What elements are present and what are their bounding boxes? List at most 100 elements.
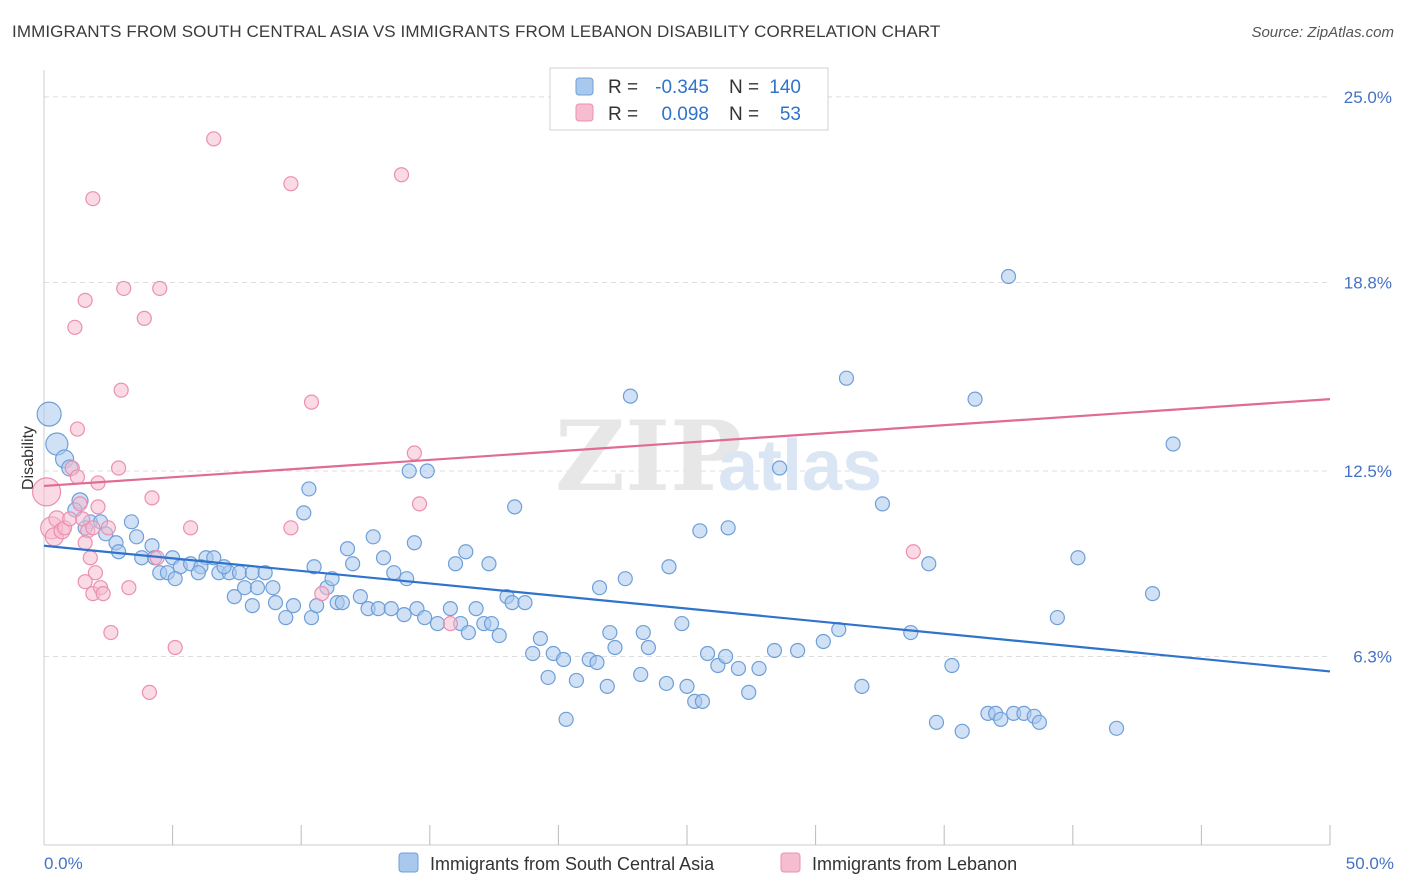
x-tick-label-1: 50.0% [1346,854,1394,873]
point-lebanon-6 [62,511,78,527]
point-lebanon-0 [31,477,62,507]
point-south-central-asia-114 [874,496,891,512]
point-south-central-asia-31 [257,565,273,581]
point-south-central-asia-66 [442,601,458,617]
point-south-central-asia-77 [458,544,474,560]
point-lebanon-23 [103,624,119,641]
legend-r-label-1: R = [608,77,638,98]
stats-legend-box [549,67,829,131]
point-south-central-asia-39 [278,609,294,626]
point-south-central-asia-136 [1070,550,1086,566]
point-south-central-asia-91 [617,571,633,587]
point-south-central-asia-57 [429,615,446,632]
point-south-central-asia-123 [928,714,945,730]
point-south-central-asia-132 [1031,714,1047,730]
point-south-central-asia-26 [190,565,206,581]
point-south-central-asia-63 [401,463,417,479]
point-south-central-asia-125 [954,723,970,739]
point-south-central-asia-103 [694,693,711,709]
legend-n-value-2: 53 [780,104,801,125]
point-south-central-asia-104 [730,660,747,677]
point-lebanon-22 [100,520,116,536]
point-south-central-asia-87 [599,678,615,695]
point-south-central-asia-117 [789,642,806,659]
bottom-legend-label-blue: Immigrants from South Central Asia [430,854,715,874]
point-south-central-asia-75 [517,595,533,611]
point-lebanon-48 [905,544,921,560]
y-tick-label-1: 12.5% [1344,462,1392,481]
y-axis-tick-labels: 6.3% 12.5% 18.8% 25.0% [1344,88,1392,667]
point-lebanon-47 [442,615,458,632]
point-south-central-asia-47 [339,541,356,557]
point-south-central-asia-110 [406,535,422,551]
point-lebanon-44 [393,167,410,183]
point-lebanon-40 [283,176,299,192]
point-south-central-asia-68 [460,624,476,641]
point-lebanon-9 [72,496,88,512]
point-lebanon-45 [406,445,422,461]
point-south-central-asia-34 [237,580,253,596]
point-south-central-asia-30 [244,565,260,581]
point-lebanon-39 [206,131,222,147]
chart-title: IMMIGRANTS FROM SOUTH CENTRAL ASIA VS IM… [12,22,941,41]
point-south-central-asia-105 [741,684,757,700]
x-axis-tick-labels: 0.0% 50.0% [44,854,1394,873]
series-south-central-asia-points [36,268,1181,739]
point-lebanon-16 [82,550,98,566]
point-south-central-asia-120 [854,678,870,695]
point-south-central-asia-0 [36,401,62,427]
legend-r-label-2: R = [608,104,638,125]
source-credit: Source: ZipAtlas.com [1251,24,1394,41]
point-south-central-asia-82 [555,651,572,668]
point-south-central-asia-76 [447,556,464,572]
point-south-central-asia-15 [134,550,150,566]
point-south-central-asia-100 [699,645,716,662]
point-south-central-asia-64 [419,463,435,479]
point-lebanon-41 [303,394,320,410]
trend-line-south-central-asia [43,544,1331,673]
point-south-central-asia-106 [751,660,767,677]
point-south-central-asia-37 [265,580,281,596]
point-south-central-asia-88 [602,624,618,641]
point-south-central-asia-115 [771,460,788,476]
point-south-central-asia-139 [1165,436,1181,452]
stats-legend: R = -0.345 N = 140 R = 0.098 N = 53 [549,67,829,131]
y-axis-title: Disability [20,426,37,490]
point-south-central-asia-61 [296,505,312,521]
point-south-central-asia-70 [483,615,500,632]
point-south-central-asia-65 [399,571,415,587]
point-lebanon-12 [85,520,101,536]
series-legend: Immigrants from South Central Asia Immig… [398,852,1017,874]
point-south-central-asia-94 [635,624,651,641]
point-lebanon-24 [110,460,127,476]
point-south-central-asia-52 [370,601,386,617]
point-south-central-asia-50 [352,589,368,605]
bottom-legend-swatch-pink [780,852,801,873]
y-tick-label-0: 6.3% [1353,647,1392,666]
y-tick-label-2: 18.8% [1344,273,1392,292]
point-lebanon-43 [314,586,330,602]
point-south-central-asia-128 [993,711,1009,727]
point-south-central-asia-53 [383,601,399,617]
point-south-central-asia-135 [1049,609,1065,626]
x-axis-ticks [172,825,1331,845]
point-south-central-asia-107 [692,523,708,539]
legend-n-value-1: 140 [769,77,801,98]
point-south-central-asia-48 [345,556,361,572]
legend-r-value-1: -0.345 [655,77,709,98]
point-south-central-asia-84 [568,672,585,689]
point-south-central-asia-10 [123,514,140,530]
point-south-central-asia-93 [640,639,657,656]
point-south-central-asia-102 [717,648,734,665]
point-south-central-asia-83 [540,669,556,686]
point-south-central-asia-36 [244,598,260,614]
point-south-central-asia-138 [1144,586,1161,602]
point-south-central-asia-59 [375,550,392,566]
point-lebanon-18 [77,574,93,590]
point-lebanon-30 [77,292,93,309]
point-south-central-asia-116 [766,642,783,659]
trend-line-lebanon [43,398,1331,488]
point-south-central-asia-72 [491,627,507,644]
point-south-central-asia-58 [386,565,402,581]
point-south-central-asia-33 [226,589,242,605]
